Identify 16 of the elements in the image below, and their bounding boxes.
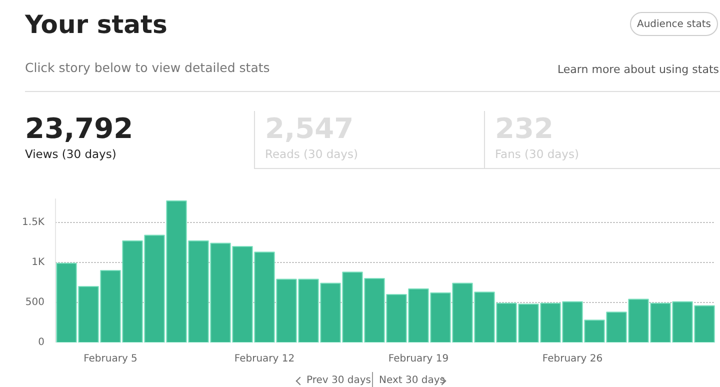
x-tick-label: February 26: [542, 354, 603, 364]
chart-subtitle: Click story below to view detailed stats: [25, 59, 270, 77]
y-tick-label: 1.5K: [22, 217, 45, 228]
text: Audience stats: [630, 12, 718, 36]
y-tick-label: 1K: [32, 257, 45, 268]
chart-title: Your stats: [25, 9, 168, 41]
x-tick-label: February 5: [84, 354, 138, 364]
x-tick-label: February 19: [388, 354, 449, 364]
y-tick-label: 500: [25, 297, 45, 308]
x-tick-label: February 12: [234, 354, 295, 364]
text: Next 30 days: [379, 374, 445, 387]
y-tick-label: 0: [38, 337, 45, 348]
text: Views (30 days): [25, 146, 116, 162]
text: Learn more about using stats: [557, 62, 719, 78]
text: Prev 30 days: [306, 374, 371, 387]
text: 23,792: [25, 112, 134, 145]
